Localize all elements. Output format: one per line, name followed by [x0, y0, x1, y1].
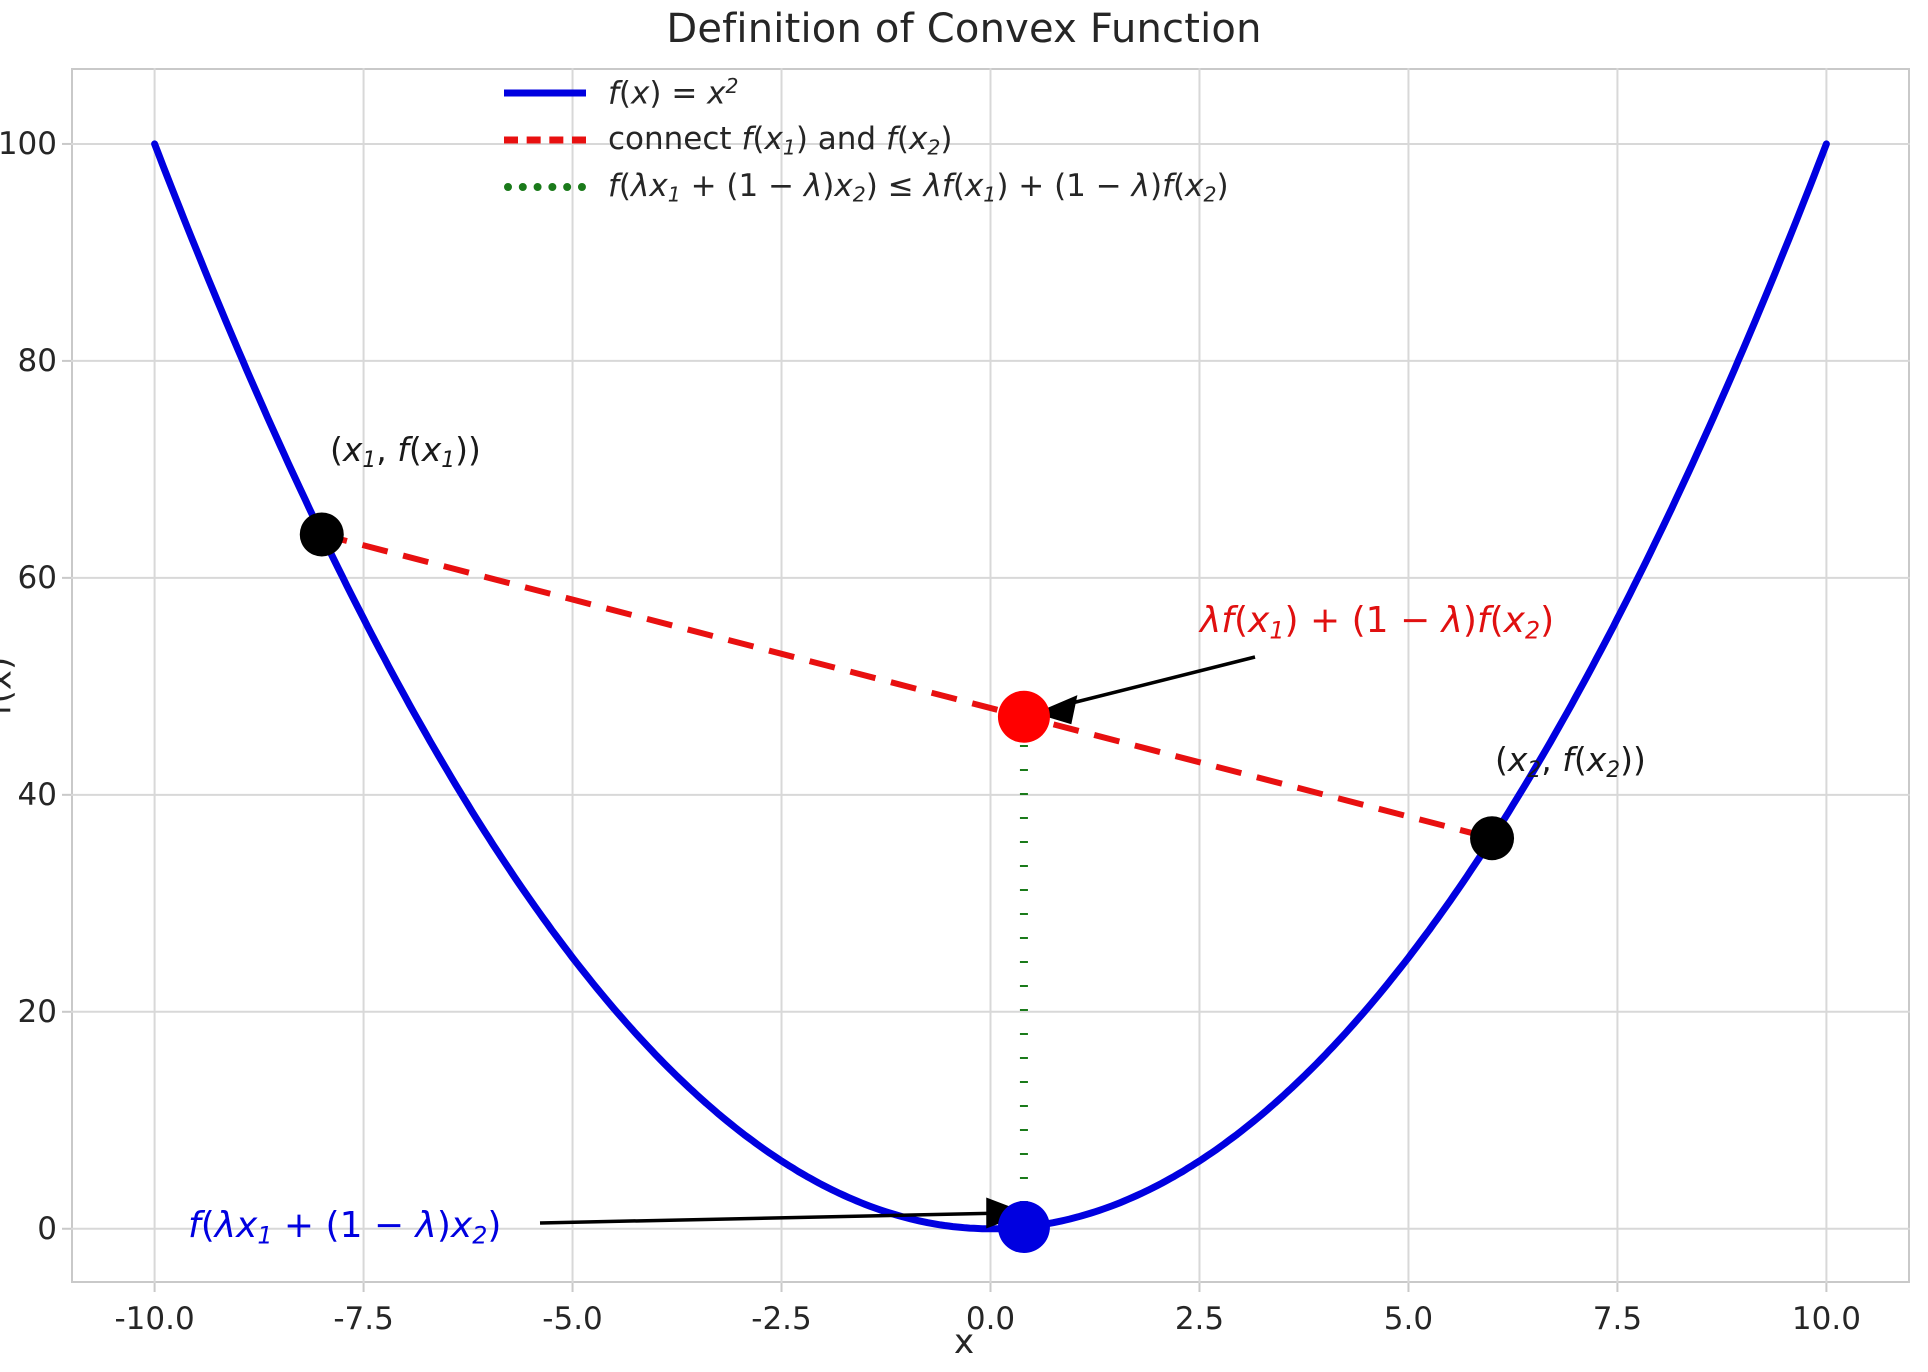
gridlines — [71, 68, 1910, 1283]
y-tick-label: 20 — [17, 993, 57, 1030]
legend-swatch-dotted-line-icon — [496, 177, 594, 197]
y-tick-label: 40 — [17, 776, 57, 813]
y-tick-label: 60 — [17, 559, 57, 596]
legend-item-inequality[interactable]: f(λx1 + (1 − λ)x2) ≤ λf(x1) + (1 − λ)f(x… — [496, 166, 1229, 208]
arrow-line-blue — [539, 1211, 1006, 1225]
legend-label-function: f(x) = x2 — [608, 74, 739, 112]
x-tick-label: 10.0 — [1791, 1301, 1861, 1337]
legend-label-inequality: f(λx1 + (1 − λ)x2) ≤ λf(x1) + (1 − λ)f(x… — [608, 167, 1229, 207]
x-tick-label: 5.0 — [1383, 1301, 1434, 1337]
legend-swatch-dashed-line-icon — [496, 130, 594, 150]
y-tick-label: 0 — [37, 1210, 57, 1247]
x-tick-label: 0.0 — [965, 1301, 1016, 1337]
x-tick-label: -7.5 — [333, 1301, 394, 1337]
function-curve-line — [151, 140, 1830, 1233]
legend-item-function[interactable]: f(x) = x2 — [496, 72, 1196, 114]
chart-legend: f(x) = x2 connect f(x1) and f(x2) f(λx1 … — [496, 72, 1229, 213]
y-axis-label: f(x) — [0, 656, 20, 716]
annotation-x1-point-label: (x1, f(x1)) — [330, 430, 481, 474]
x-tick-label: 7.5 — [1592, 1301, 1643, 1337]
y-tick-label: 100 — [0, 125, 57, 162]
chord-midpoint-marker — [997, 690, 1050, 743]
x-tick-label: -5.0 — [542, 1301, 603, 1337]
arrow-line-red — [1059, 655, 1256, 708]
legend-item-chord[interactable]: connect f(x1) and f(x2) — [496, 119, 1196, 161]
annotation-function-value-label: f(λx1 + (1 − λ)x2) — [188, 1205, 502, 1250]
arrow-head-red — [1034, 695, 1078, 725]
x-axis-label: x — [953, 1322, 975, 1362]
legend-swatch-solid-line-icon — [496, 83, 594, 103]
y-tick-label: 80 — [17, 342, 57, 379]
legend-label-chord: connect f(x1) and f(x2) — [608, 120, 953, 160]
x1-point-marker — [299, 512, 344, 557]
curve-point-marker — [997, 1201, 1050, 1254]
chord-dashed-line — [321, 531, 1493, 842]
annotation-chord-value-label: λf(x1) + (1 − λ)f(x2) — [1200, 600, 1555, 645]
x-tick-label: 2.5 — [1174, 1301, 1225, 1337]
x-tick-label: -10.0 — [114, 1301, 195, 1337]
x-tick-label: -2.5 — [751, 1301, 812, 1337]
chart-title: Definition of Convex Function — [666, 6, 1262, 52]
data-point-markers — [299, 512, 1515, 1254]
axis-ticks — [62, 142, 1828, 1292]
annotation-x2-point-label: (x2, f(x2)) — [1495, 740, 1646, 784]
annotation-arrows — [539, 655, 1256, 1229]
x2-point-marker — [1470, 816, 1515, 861]
